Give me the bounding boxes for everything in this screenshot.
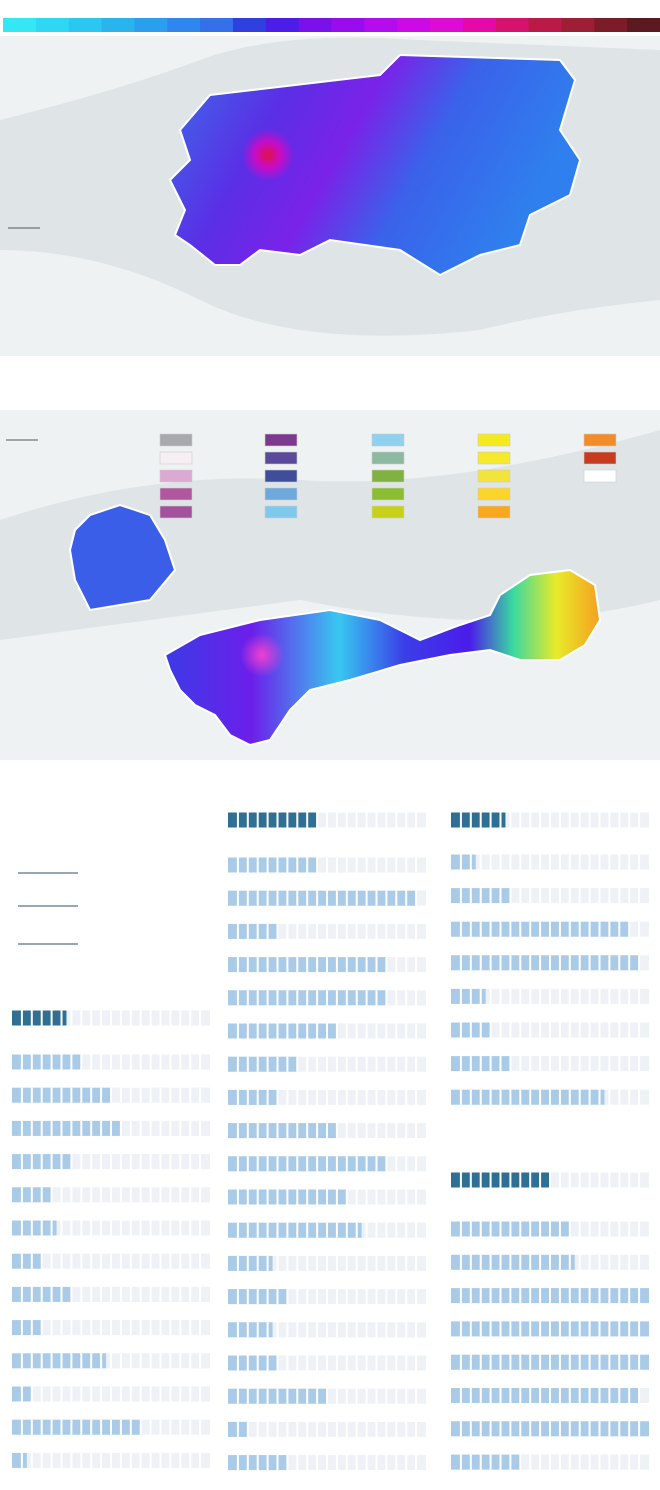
scale-swatch [298, 18, 332, 32]
bar [12, 1054, 82, 1070]
bar [451, 812, 506, 828]
legend-swatch [477, 451, 511, 465]
bar [451, 988, 486, 1004]
legend-swatch [477, 469, 511, 483]
legend-swatch [159, 469, 193, 483]
legend-swatch [477, 433, 511, 447]
bar [12, 1253, 42, 1269]
legend-swatch [264, 505, 298, 519]
scale-swatch [167, 18, 201, 32]
scale-swatch [101, 18, 135, 32]
bar [228, 890, 417, 906]
region-map [168, 53, 582, 277]
bar [451, 1089, 605, 1105]
bar [451, 1254, 575, 1270]
scale-swatch [594, 18, 628, 32]
bar [228, 857, 318, 873]
hotspot [240, 633, 284, 677]
scale-swatch [232, 18, 267, 32]
scale-swatch [331, 18, 365, 32]
region-map [163, 568, 602, 747]
legend-swatch [477, 505, 511, 519]
bar [228, 1255, 273, 1271]
legend-swatch [371, 505, 405, 519]
bar [228, 1322, 273, 1338]
scale-swatch [528, 18, 562, 32]
legend-swatch [264, 451, 298, 465]
bar [228, 1222, 362, 1238]
scale-swatch [627, 18, 660, 32]
bar [451, 854, 476, 870]
legend-swatch [583, 433, 617, 447]
legend-swatch [264, 487, 298, 501]
scale-swatch [364, 18, 398, 32]
bar [12, 1320, 42, 1336]
bar [451, 955, 640, 971]
legend-swatch [371, 451, 405, 465]
legend-swatch [264, 433, 298, 447]
bar [228, 1023, 337, 1039]
bar [451, 1388, 640, 1403]
bar [228, 1056, 298, 1072]
hotspot [242, 129, 294, 181]
bar [228, 812, 318, 828]
legend-swatch [583, 469, 617, 483]
scale-swatch [495, 18, 530, 32]
scale-swatch [462, 18, 497, 32]
bar [451, 1454, 521, 1470]
bar [228, 1123, 337, 1139]
terrain [0, 430, 660, 640]
bar [12, 1010, 67, 1026]
scale-swatch [430, 18, 464, 32]
legend-swatch [159, 487, 193, 501]
legend-swatch [583, 451, 617, 465]
bar [12, 1120, 121, 1136]
legend-swatch [159, 433, 193, 447]
legend-swatch [371, 469, 405, 483]
scale-swatch [561, 18, 595, 32]
scale-swatch [3, 18, 37, 32]
legend-swatch [264, 469, 298, 483]
legend-swatch [159, 451, 193, 465]
legend-swatch [371, 433, 405, 447]
bar [12, 1220, 57, 1236]
legend-swatch [371, 487, 405, 501]
bar [228, 1355, 278, 1371]
scale-swatch [134, 18, 168, 32]
scale-swatch [397, 18, 431, 32]
bar [12, 1353, 107, 1369]
scale-swatch [35, 18, 70, 32]
bar [228, 923, 278, 939]
scale-swatch [200, 18, 234, 32]
region-map [68, 503, 177, 612]
legend-swatch [159, 505, 193, 519]
bar [228, 1089, 278, 1105]
scale-swatch [265, 18, 300, 32]
legend-swatch [477, 487, 511, 501]
bar [12, 1452, 27, 1468]
bar [12, 1419, 141, 1435]
scale-swatch [68, 18, 103, 32]
